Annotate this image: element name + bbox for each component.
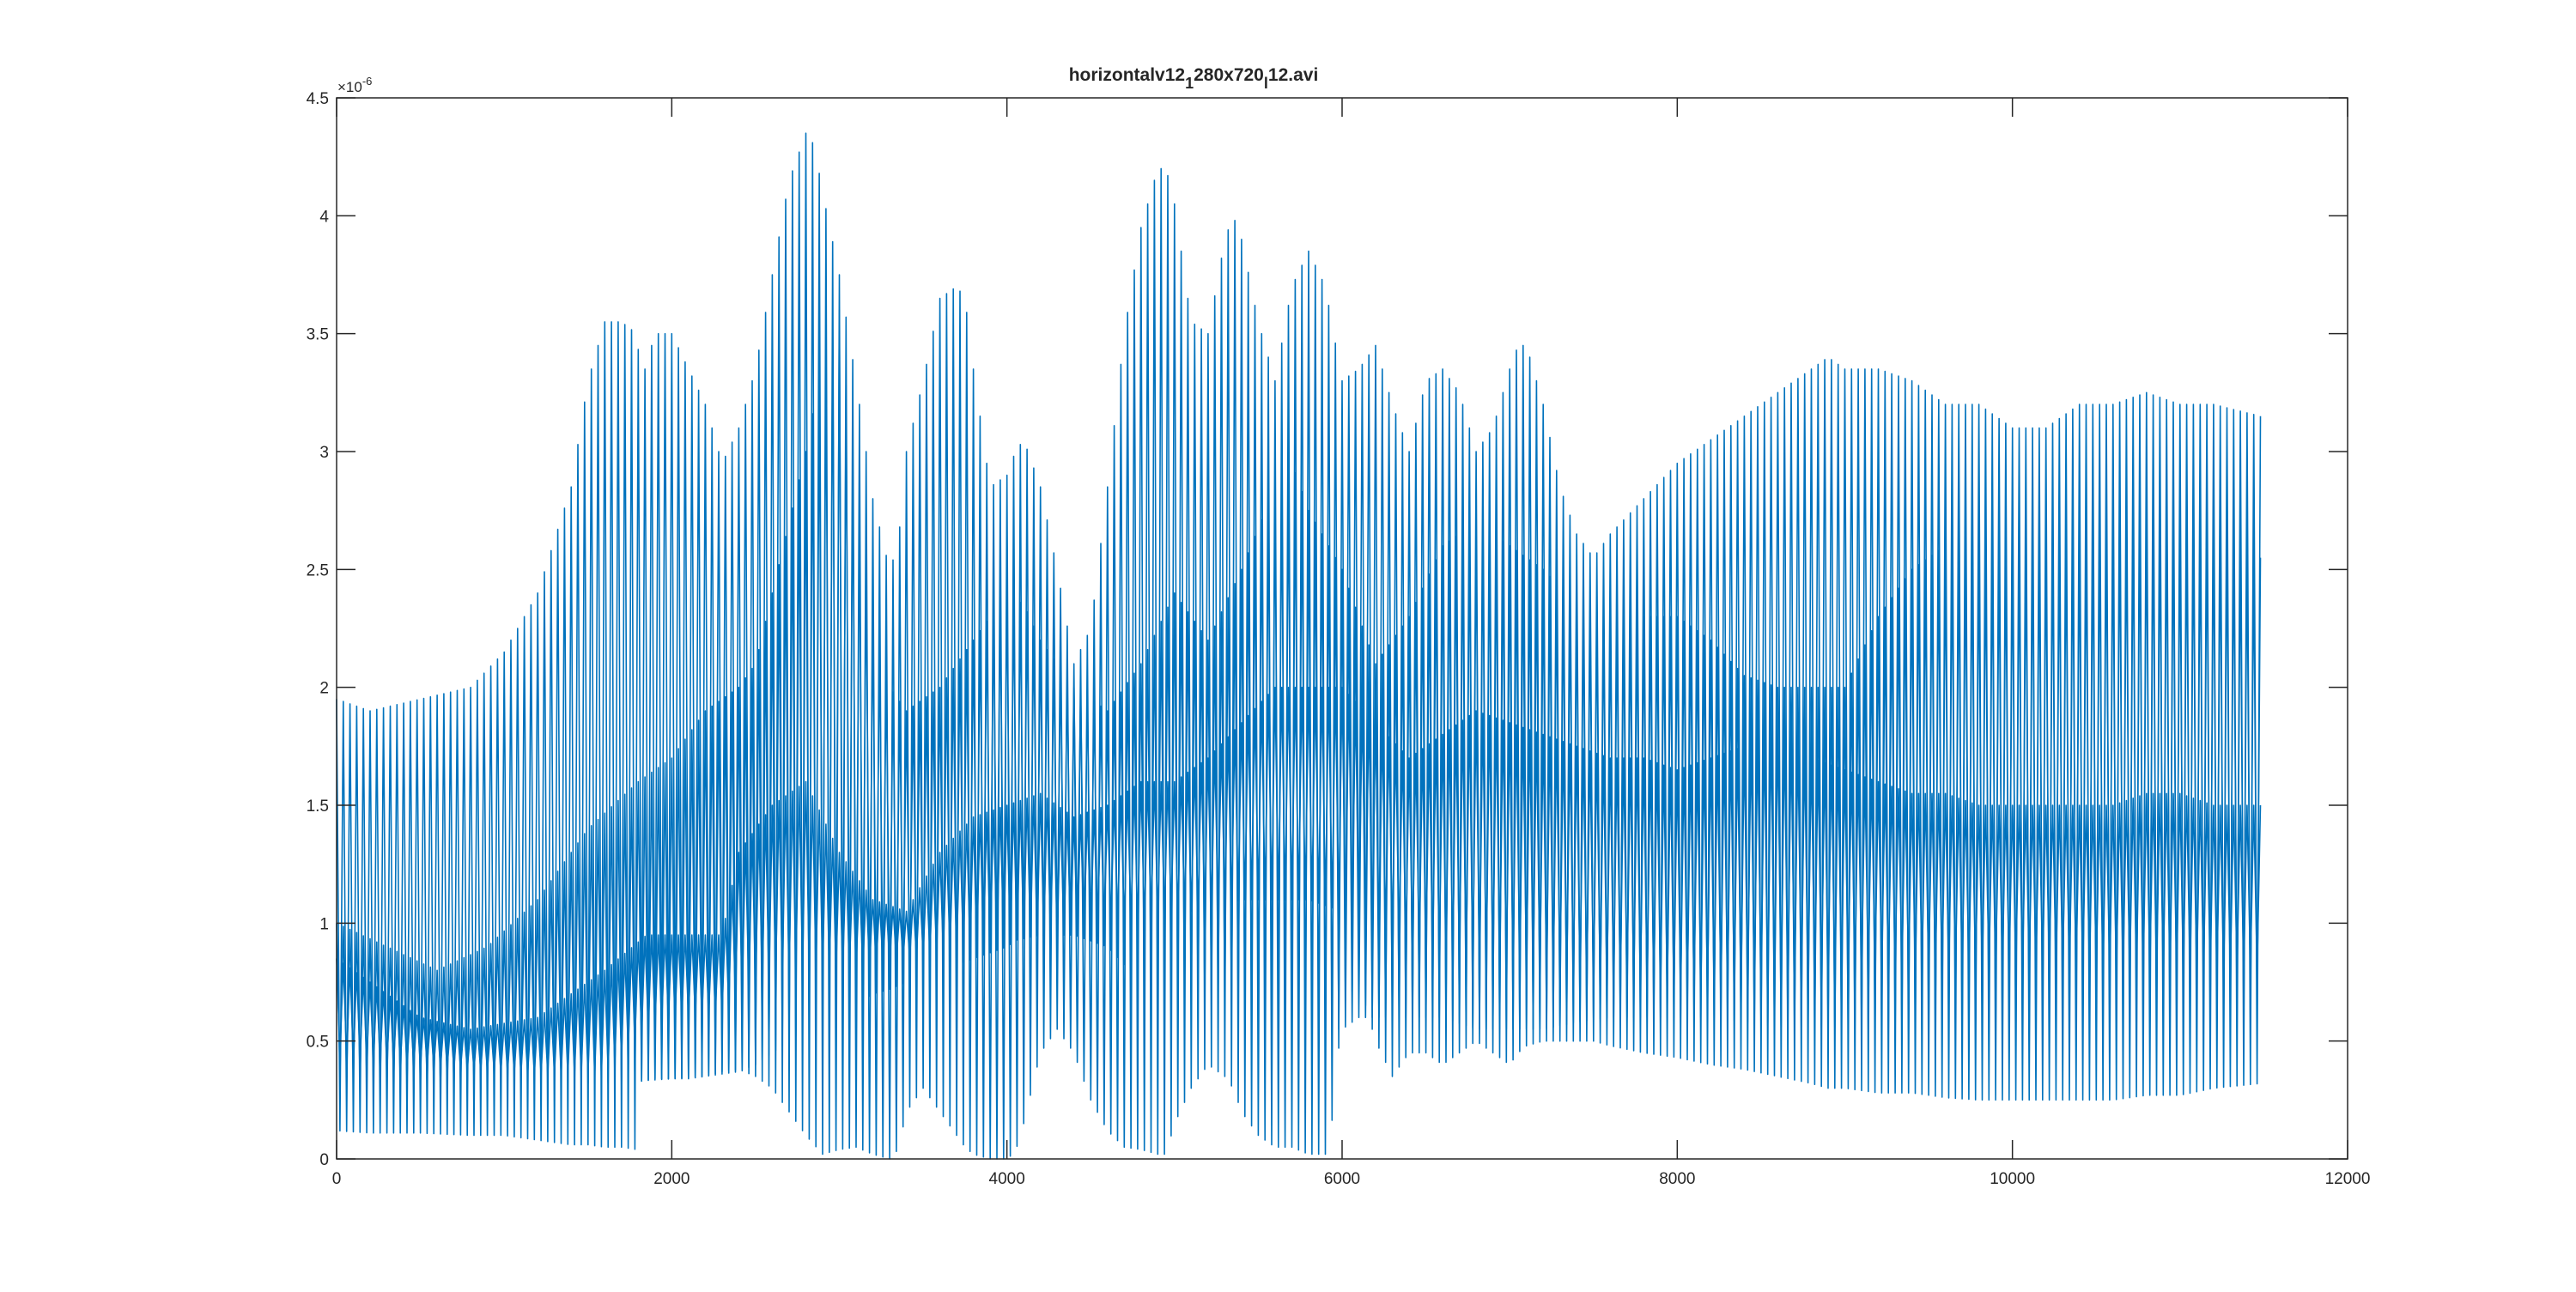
x-tick-label: 12000 bbox=[2325, 1170, 2371, 1188]
y-tick-label: 3.5 bbox=[307, 326, 329, 344]
x-tick-label: 6000 bbox=[1324, 1170, 1360, 1188]
y-tick-label: 2.5 bbox=[307, 561, 329, 579]
y-axis-exponent-base: ×10 bbox=[337, 79, 362, 95]
x-tick-label: 4000 bbox=[989, 1170, 1025, 1188]
chart-title-part: 12.avi bbox=[1268, 65, 1318, 85]
y-tick-label: 4.5 bbox=[307, 90, 329, 108]
y-tick-label: 0.5 bbox=[307, 1034, 329, 1052]
y-tick-label: 1.5 bbox=[307, 798, 329, 816]
plot-area bbox=[336, 132, 2262, 1160]
x-tick-label: 8000 bbox=[1659, 1170, 1695, 1188]
x-tick-label: 0 bbox=[332, 1170, 342, 1188]
y-axis-exponent: ×10-6 bbox=[337, 75, 372, 95]
y-axis: 0 0.5 1 1.5 2 2.5 3 3.5 4 4.5 bbox=[307, 90, 2348, 1169]
x-axis: 0 2000 4000 6000 8000 10000 12000 bbox=[332, 98, 2371, 1188]
y-tick-label: 4 bbox=[319, 208, 329, 226]
chart-title: horizontalv121280x720l12.avi bbox=[1069, 65, 1319, 92]
series-line-3 bbox=[336, 686, 2262, 1075]
series-line-2 bbox=[336, 309, 2262, 1084]
y-axis-exponent-power: -6 bbox=[362, 75, 373, 88]
x-tick-label: 2000 bbox=[653, 1170, 690, 1188]
y-tick-label: 1 bbox=[319, 915, 329, 933]
y-tick-label: 0 bbox=[319, 1151, 329, 1169]
chart-title-part: l bbox=[1264, 75, 1268, 92]
chart-title-part: 1 bbox=[1185, 75, 1194, 92]
chart-title-part: 280x720 bbox=[1194, 65, 1264, 85]
chart-title-part: horizontalv12 bbox=[1069, 65, 1185, 85]
x-tick-label: 10000 bbox=[1990, 1170, 2035, 1188]
y-tick-label: 3 bbox=[319, 444, 329, 462]
series-layer bbox=[336, 132, 2262, 1160]
y-tick-label: 2 bbox=[319, 680, 329, 698]
